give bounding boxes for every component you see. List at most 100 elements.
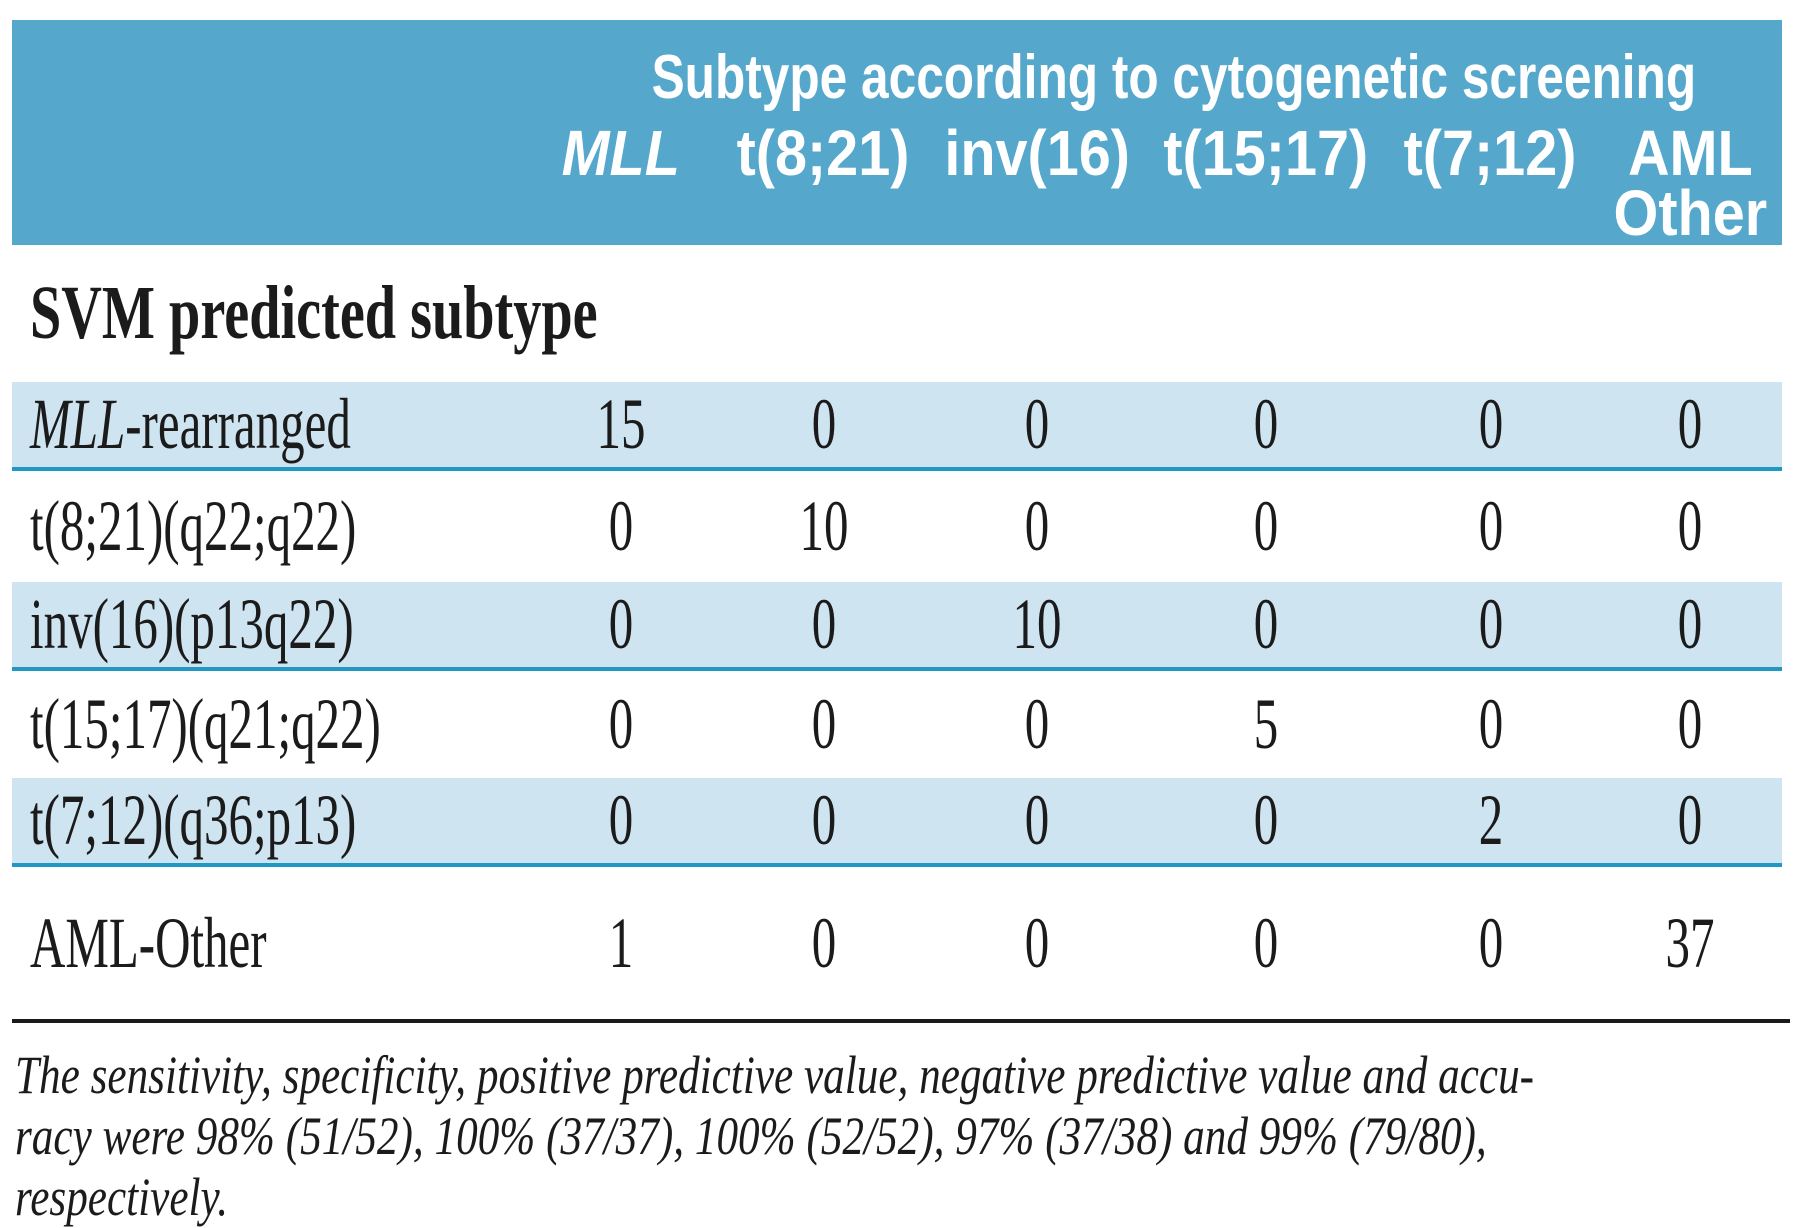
column-header-label: t(8;21) xyxy=(737,117,910,189)
table-header-title: Subtype according to cytogenetic screeni… xyxy=(651,43,1697,112)
cell-value: 0 xyxy=(1024,684,1050,764)
table-row-mll-rearranged: MLL-rearranged 15 0 0 0 0 0 xyxy=(12,382,1783,471)
row-label-text: t(15;17)(q21;q22) xyxy=(30,684,381,764)
cell-value: 0 xyxy=(1024,486,1050,566)
cell-value: 0 xyxy=(1677,486,1703,566)
row-label-text: MLL-rearranged xyxy=(30,383,351,466)
row-label: AML-Other xyxy=(12,865,520,1019)
cell-value: 0 xyxy=(1253,486,1278,566)
cell-value: 1 xyxy=(608,902,633,983)
cell-value: 0 xyxy=(1478,486,1503,566)
footnote-line: respectively. xyxy=(15,1167,1800,1228)
value-cell: 0 xyxy=(520,669,721,778)
cell-value: 0 xyxy=(811,902,836,983)
row-label-text: inv(16)(p13q22) xyxy=(30,584,354,664)
header-title-cell: Subtype according to cytogenetic screeni… xyxy=(520,20,1783,115)
row-label-text: t(7;12)(q36;p13) xyxy=(30,780,357,860)
table-footnote: The sensitivity, specificity, positive p… xyxy=(15,1045,1800,1228)
value-cell: 0 xyxy=(926,382,1148,471)
value-cell: 10 xyxy=(926,582,1148,671)
row-label: inv(16)(p13q22) xyxy=(12,582,520,671)
value-cell: 0 xyxy=(926,778,1148,867)
cell-value: 0 xyxy=(1253,584,1278,664)
column-header-t15-17: t(15;17) xyxy=(1148,115,1383,245)
value-cell: 1 xyxy=(520,865,721,1019)
row-label: t(15;17)(q21;q22) xyxy=(12,669,520,778)
footnote-line-text: respectively. xyxy=(15,1167,229,1227)
row-label-text: t(8;21)(q22;q22) xyxy=(30,486,357,566)
column-header-line2: Other xyxy=(1613,177,1767,249)
row-label: MLL-rearranged xyxy=(12,382,520,471)
value-cell: 0 xyxy=(721,382,926,471)
value-cell: 15 xyxy=(520,382,721,471)
footnote-line-text: racy were 98% (51/52), 100% (37/37), 100… xyxy=(15,1106,1487,1166)
value-cell: 0 xyxy=(1598,669,1783,778)
column-header-label: MLL xyxy=(561,117,680,189)
footnote-line: The sensitivity, specificity, positive p… xyxy=(15,1045,1800,1106)
row-label-italic-part: MLL xyxy=(30,384,126,464)
footnote-line-text: The sensitivity, specificity, positive p… xyxy=(15,1045,1535,1105)
header-corner-cell xyxy=(12,20,520,115)
header-label-spacer xyxy=(12,115,520,245)
cell-value: 0 xyxy=(1677,584,1703,664)
cell-value: 0 xyxy=(1677,780,1703,860)
value-cell: 0 xyxy=(1383,582,1598,671)
value-cell: 2 xyxy=(1383,778,1598,867)
cell-value: 0 xyxy=(1478,584,1503,664)
table-row-t7-12: t(7;12)(q36;p13) 0 0 0 0 2 0 xyxy=(12,778,1783,867)
value-cell: 0 xyxy=(1383,469,1598,582)
cell-value: 5 xyxy=(1253,684,1278,764)
value-cell: 0 xyxy=(926,865,1148,1019)
table-bottom-rule xyxy=(12,1019,1790,1023)
cell-value: 0 xyxy=(1478,902,1503,983)
column-header-label: AML Other xyxy=(1613,121,1767,249)
value-cell: 0 xyxy=(1383,865,1598,1019)
row-label: t(8;21)(q22;q22) xyxy=(12,469,520,582)
cell-value: 10 xyxy=(1012,584,1062,664)
cell-value: 37 xyxy=(1665,902,1715,983)
section-header-cell: SVM predicted subtype xyxy=(12,245,1783,382)
value-cell: 0 xyxy=(721,582,926,671)
value-cell: 0 xyxy=(1598,382,1783,471)
cell-value: 0 xyxy=(608,684,633,764)
row-label-rest-part: -rearranged xyxy=(125,384,351,464)
value-cell: 5 xyxy=(1148,669,1383,778)
column-header-t8-21: t(8;21) xyxy=(721,115,926,245)
header-title-row: Subtype according to cytogenetic screeni… xyxy=(12,20,1783,115)
cell-value: 0 xyxy=(811,584,836,664)
cell-value: 0 xyxy=(608,584,633,664)
value-cell: 0 xyxy=(1148,778,1383,867)
row-label-text: AML-Other xyxy=(30,902,267,983)
header-caption-row: MLL t(8;21) inv(16) t(15;17) t(7;12) AML… xyxy=(12,115,1783,249)
column-header-inv16: inv(16) xyxy=(926,115,1148,245)
cell-value: 0 xyxy=(811,780,836,860)
cell-value: 0 xyxy=(1024,780,1050,860)
cell-value: 0 xyxy=(1478,684,1503,764)
value-cell: 0 xyxy=(1148,582,1383,671)
section-header-row: SVM predicted subtype xyxy=(12,245,1783,382)
table-header-band: Subtype according to cytogenetic screeni… xyxy=(12,20,1783,249)
value-cell: 0 xyxy=(721,778,926,867)
column-header-t7-12: t(7;12) xyxy=(1383,115,1598,245)
cell-value: 0 xyxy=(1024,902,1050,983)
cell-value: 15 xyxy=(596,384,645,464)
cell-value: 0 xyxy=(811,684,836,764)
cell-value: 0 xyxy=(1677,684,1703,764)
value-cell: 0 xyxy=(926,469,1148,582)
value-cell: 0 xyxy=(1148,865,1383,1019)
value-cell: 37 xyxy=(1598,865,1783,1019)
section-header: SVM predicted subtype xyxy=(30,271,598,355)
column-header-aml-other: AML Other xyxy=(1598,115,1783,249)
cell-value: 0 xyxy=(1478,384,1503,464)
value-cell: 0 xyxy=(1598,582,1783,671)
value-cell: 0 xyxy=(1148,382,1383,471)
table-row-inv16: inv(16)(p13q22) 0 0 10 0 0 0 xyxy=(12,582,1783,671)
cell-value: 0 xyxy=(1024,384,1050,464)
cell-value: 0 xyxy=(1253,780,1278,860)
value-cell: 0 xyxy=(520,582,721,671)
value-cell: 0 xyxy=(1598,778,1783,867)
value-cell: 0 xyxy=(1383,382,1598,471)
value-cell: 0 xyxy=(1383,669,1598,778)
footnote-line: racy were 98% (51/52), 100% (37/37), 100… xyxy=(15,1106,1800,1167)
cell-value: 2 xyxy=(1478,780,1503,860)
